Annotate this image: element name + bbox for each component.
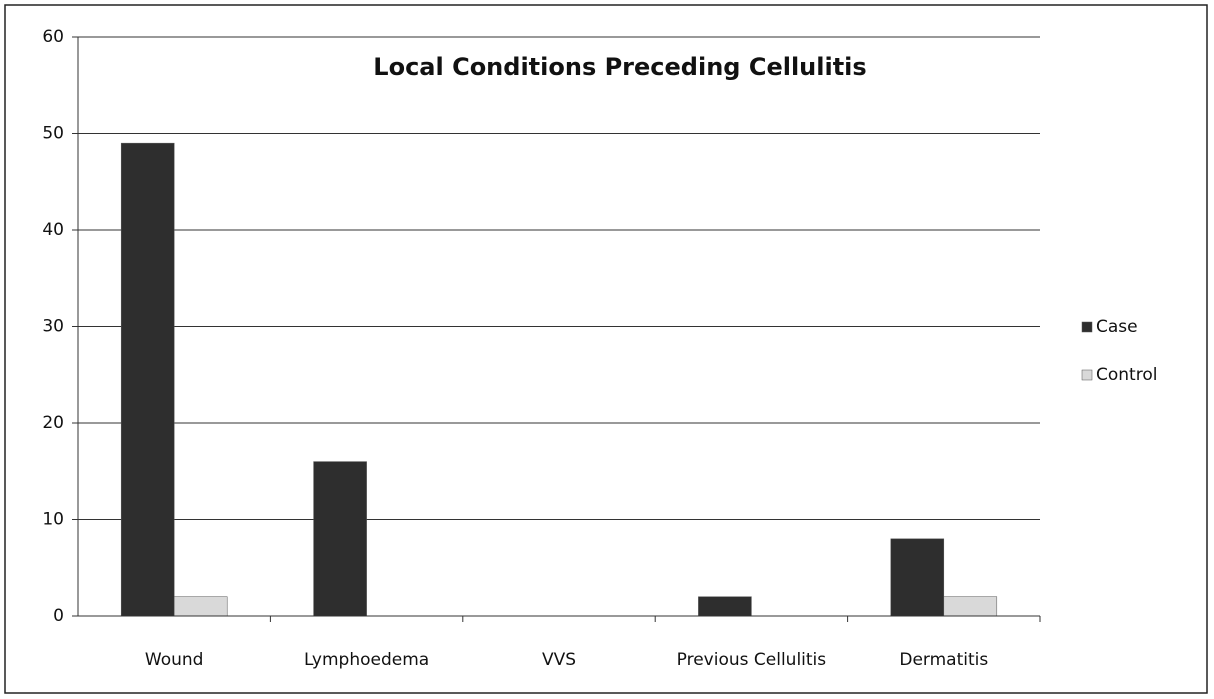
bar <box>943 596 998 617</box>
legend-swatch <box>1081 321 1093 333</box>
bar <box>120 142 175 617</box>
legend-label: Control <box>1096 365 1157 385</box>
legend-swatch <box>1081 369 1093 381</box>
chart-frame <box>4 4 1208 694</box>
y-tick-label: 0 <box>53 606 64 626</box>
y-tick-label: 40 <box>42 220 64 240</box>
bar <box>313 461 367 617</box>
y-tick-label: 60 <box>42 27 64 47</box>
x-tick-label: Dermatitis <box>899 650 988 670</box>
x-tick-label: VVS <box>542 650 576 670</box>
bar <box>698 596 752 617</box>
x-tick-label: Lymphoedema <box>304 650 429 670</box>
legend-label: Case <box>1096 317 1138 337</box>
y-tick-label: 30 <box>42 317 64 337</box>
bar <box>173 596 228 617</box>
x-tick-label: Wound <box>145 650 204 670</box>
bar <box>890 538 945 617</box>
y-tick-label: 20 <box>42 413 64 433</box>
x-tick-label: Previous Cellulitis <box>677 650 827 670</box>
y-tick-label: 50 <box>42 124 64 144</box>
chart-title: Local Conditions Preceding Cellulitis <box>373 53 866 81</box>
y-tick-label: 10 <box>42 510 64 530</box>
